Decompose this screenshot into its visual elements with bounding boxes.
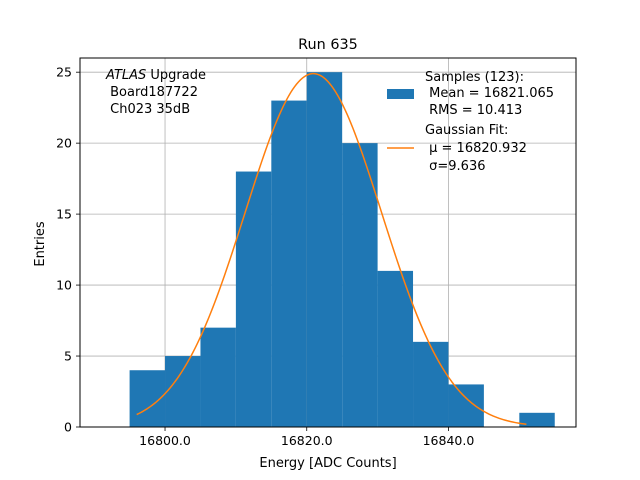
histogram-bar [235, 171, 272, 427]
histogram-bar [306, 72, 343, 427]
legend-fit-line-1: Gaussian Fit: [425, 123, 508, 138]
y-axis-label: Entries [33, 221, 48, 267]
y-tick-label: 20 [56, 136, 72, 151]
annotation-atlas: ATLAS [105, 68, 146, 83]
histogram-bars [129, 72, 555, 428]
annotation-line-2: Board187722 [106, 85, 198, 100]
legend: Samples (123): Mean = 16821.065 RMS = 10… [387, 70, 554, 174]
x-tick-label: 16800.0 [139, 433, 191, 448]
legend-samples-line-2: Mean = 16821.065 [425, 86, 554, 101]
y-tick-label: 25 [56, 65, 72, 80]
histogram-bar [448, 384, 484, 427]
x-tick-label: 16820.0 [281, 433, 333, 448]
chart-title: Run 635 [298, 37, 358, 53]
y-tick-label: 10 [56, 278, 72, 293]
legend-samples-line-3: RMS = 10.413 [425, 103, 522, 118]
y-tick-label: 15 [56, 207, 72, 222]
y-axis-ticks: 0 5 10 15 20 25 [56, 65, 80, 435]
gaussian-fit-curve [136, 72, 527, 426]
histogram-bar [165, 356, 201, 427]
y-tick-label: 5 [64, 349, 72, 364]
y-tick-label: 0 [64, 420, 72, 435]
x-tick-label: 16840.0 [423, 433, 475, 448]
histogram-bar [413, 341, 449, 427]
annotation-line-3: Ch023 35dB [106, 102, 190, 117]
histogram-bar [519, 412, 555, 427]
histogram-bar [271, 100, 307, 428]
legend-fit-line-3: σ=9.636 [425, 159, 485, 174]
histogram-bar [200, 327, 236, 427]
plot-frame [79, 57, 577, 428]
annotation-line-1: ATLAS Upgrade [105, 68, 206, 83]
x-axis-ticks: 16800.0 16820.0 16840.0 [139, 427, 474, 448]
annotation-upgrade: Upgrade [146, 68, 206, 83]
legend-histogram-swatch [387, 89, 414, 99]
atlas-annotation: ATLAS Upgrade Board187722 Ch023 35dB [105, 68, 206, 117]
x-axis-label: Energy [ADC Counts] [259, 456, 396, 471]
legend-samples-line-1: Samples (123): [425, 70, 524, 85]
histogram-bar [342, 143, 378, 427]
histogram-bar [377, 270, 414, 427]
legend-fit-line-2: μ = 16820.932 [425, 141, 527, 156]
